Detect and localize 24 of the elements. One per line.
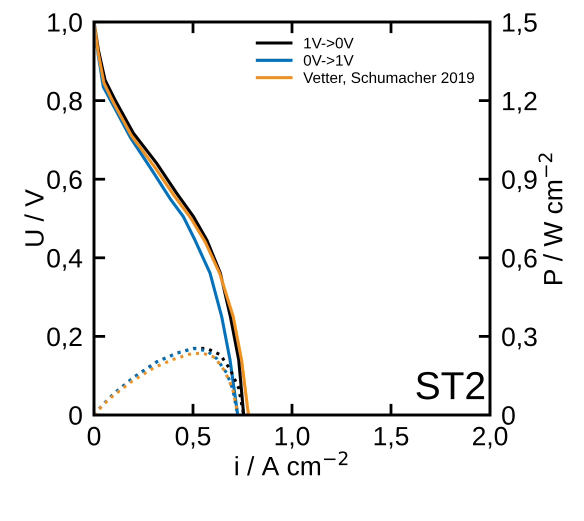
y-tick-label: 0,2: [47, 328, 82, 350]
legend-label: 0V->1V: [304, 54, 354, 66]
x-tick-label: 0,5: [176, 426, 210, 449]
y2-tick-label: 1,5: [503, 13, 537, 35]
y-axis-title: U / V: [24, 189, 44, 246]
x-tick-label: 1,0: [276, 426, 310, 449]
x-tick-label: 2,0: [472, 426, 508, 449]
y2-tick-label: 0,6: [502, 248, 537, 271]
y-tick-label: 0,6: [47, 170, 82, 192]
legend-label: 1V->0V: [304, 38, 354, 48]
y2-axis-title: P / W cm$^{−2}$: [538, 154, 563, 284]
x-tick-label: 1,5: [374, 427, 408, 449]
y-tick-label: 0,8: [47, 92, 82, 114]
annotation: ST2: [416, 372, 484, 400]
y2-tick-label: 0: [502, 406, 515, 425]
y-tick-label: 0: [69, 406, 82, 425]
y2-tick-label: 0,9: [502, 170, 537, 192]
y2-tick-label: 0,3: [502, 328, 537, 350]
y-tick-label: 1,0: [48, 13, 82, 35]
y2-tick-label: 1,2: [503, 92, 536, 114]
legend-label: Vetter, Schumacher 2019: [303, 72, 474, 85]
x-axis-title: i / A cm$^{−2}$: [236, 451, 348, 476]
y-tick-label: 0,4: [47, 248, 82, 271]
x-tick-label: 0: [88, 426, 100, 446]
